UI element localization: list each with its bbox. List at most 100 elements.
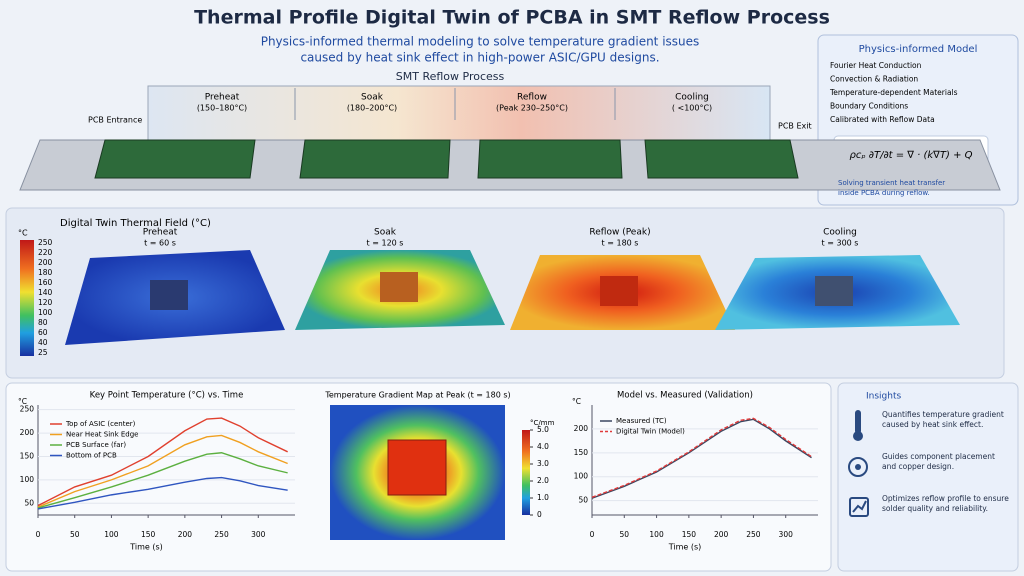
legend-label: Bottom of PCB [66,452,117,460]
panel-name: Preheat [143,228,178,238]
colorbar-label: 180 [38,268,53,277]
model-item: Fourier Heat Conduction [830,61,922,70]
panel-time: t = 300 s [822,239,859,248]
y-tick-label: 150 [20,451,35,460]
series-line [37,417,288,507]
insights-title: Insights [866,392,901,402]
series-line [591,417,812,498]
y-tick-label: 100 [20,475,35,484]
asic-chip [387,439,447,496]
x-label: Time (s) [129,543,163,552]
model-item: Convection & Radiation [830,75,918,84]
x-tick-label: 100 [649,530,664,539]
legend-label: PCB Surface (far) [66,441,126,449]
gradient-tick: 5.0 [537,425,549,434]
thermal-colorbar [20,240,34,356]
colorbar-label: 25 [38,348,48,357]
x-tick-label: 50 [620,530,630,539]
colorbar-label: 250 [38,238,53,247]
x-tick-label: 0 [590,530,595,539]
gradient-tick: 4.0 [537,442,549,451]
gradient-title: Temperature Gradient Map at Peak (t = 18… [324,391,510,400]
thermal-title: Digital Twin Thermal Field (°C) [60,218,211,229]
thermal-boards [65,250,960,345]
gradient-tick: 1.0 [537,493,549,502]
pcbs [94,139,799,179]
panel-time: t = 60 s [144,239,176,248]
gradient-unit: °C/mm [530,419,555,427]
zone-name: Soak [361,93,384,103]
colorbar-label: 60 [38,328,48,337]
model-caption: Solving transient heat transfer inside P… [838,179,946,197]
x-tick-label: 0 [36,530,41,539]
thermal-panel-bg [5,207,1005,379]
colorbar-label: 200 [38,258,53,267]
equation: ρcₚ ∂T/∂t = ∇ · (k∇T) + Q [849,150,972,161]
colorbar-label: 140 [38,288,53,297]
insight-text: Optimizes reflow profile to ensure solde… [882,494,1009,513]
y-tick-label: 50 [24,498,34,507]
panel-name: Soak [374,228,397,238]
zone-range: (Peak 230–250°C) [496,104,568,113]
panel-time: t = 120 s [367,239,404,248]
zone-name: Preheat [205,93,240,103]
x-tick-label: 50 [70,530,80,539]
subtitle: Physics-informed thermal modeling to sol… [261,35,700,49]
title: Thermal Profile Digital Twin of PCBA in … [194,7,830,29]
colorbar-label: 40 [38,338,48,347]
series-line [37,452,288,509]
process-title: SMT Reflow Process [396,70,505,83]
x-tick-label: 300 [779,530,794,539]
exit: PCB Exit [778,122,812,131]
series-line [37,434,288,508]
x-tick-label: 300 [251,530,266,539]
x-tick-label: 250 [746,530,761,539]
model-item: Boundary Conditions [830,102,908,111]
gradient-tick: 0 [537,510,542,519]
y-unit: °C [572,397,581,406]
model-item: Calibrated with Reflow Data [830,115,935,124]
x-tick-label: 200 [178,530,193,539]
panel-name: Reflow (Peak) [589,228,650,238]
y-tick-label: 150 [574,448,589,457]
insight-text: Guides component placement and copper de… [882,452,995,471]
y-unit: °C [18,397,27,406]
colorbar-unit: °C [18,229,28,238]
legend-label: Digital Twin (Model) [616,428,685,436]
y-tick-label: 200 [574,424,589,433]
gradient-colorbar [522,430,530,515]
x-tick-label: 200 [714,530,729,539]
y-tick-label: 100 [574,472,589,481]
x-tick-label: 250 [214,530,229,539]
colorbar-label: 220 [38,248,53,257]
chart-title: Key Point Temperature (°C) vs. Time [90,391,244,401]
model-item: Temperature-dependent Materials [829,88,958,97]
insights-bg [837,382,1019,572]
panel-time: t = 180 s [602,239,639,248]
subtitle: caused by heat sink effect in high-power… [300,51,659,65]
y-tick-label: 200 [20,428,35,437]
colorbar-label: 100 [38,308,53,317]
zone-name: Reflow [517,93,547,103]
y-tick-label: 50 [578,496,588,505]
insight-icons [848,410,869,517]
entrance: PCB Entrance [88,116,142,125]
oven [147,85,771,143]
series-line [37,476,288,510]
y-tick-label: 250 [20,405,35,414]
legend-label: Top of ASIC (center) [65,420,136,428]
colorbar-label: 160 [38,278,53,287]
zone-name: Cooling [675,93,709,103]
insight-text: Quantifies temperature gradient caused b… [882,410,1004,429]
colorbar-label: 120 [38,298,53,307]
series-line [591,418,812,499]
gradient-tick: 2.0 [537,476,549,485]
legend-label: Measured (TC) [616,417,667,425]
model-title: Physics-informed Model [859,44,978,55]
panel-name: Cooling [823,228,857,238]
zone-range: (150–180°C) [197,104,247,113]
gradient-tick: 3.0 [537,459,549,468]
zone-range: ( <100°C) [672,104,712,113]
chart-title: Model vs. Measured (Validation) [617,391,753,401]
